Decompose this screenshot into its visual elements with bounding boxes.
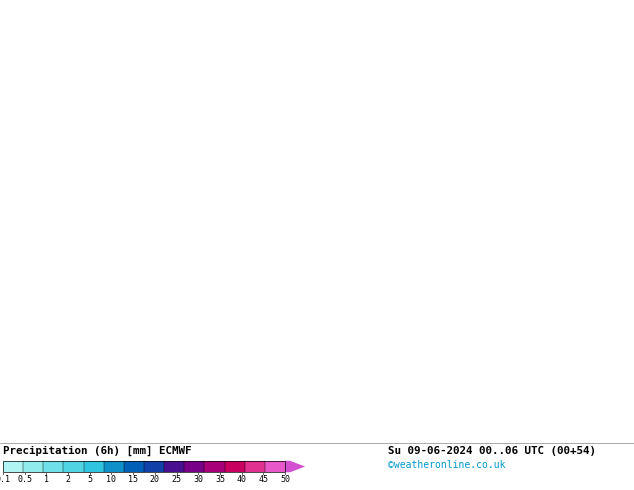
Bar bbox=[245, 461, 265, 472]
Text: 35: 35 bbox=[215, 474, 225, 484]
Text: 50: 50 bbox=[280, 474, 290, 484]
Text: Su 09-06-2024 00..06 UTC (00+54): Su 09-06-2024 00..06 UTC (00+54) bbox=[388, 446, 596, 456]
Text: 15: 15 bbox=[128, 474, 138, 484]
Bar bbox=[265, 461, 285, 472]
Text: 45: 45 bbox=[258, 474, 268, 484]
Bar bbox=[43, 461, 63, 472]
Text: 25: 25 bbox=[172, 474, 181, 484]
Bar bbox=[3, 461, 285, 472]
Text: 0.5: 0.5 bbox=[17, 474, 32, 484]
Bar bbox=[124, 461, 144, 472]
Text: 40: 40 bbox=[236, 474, 247, 484]
Bar bbox=[184, 461, 204, 472]
Bar bbox=[3, 461, 23, 472]
Text: 0.1: 0.1 bbox=[0, 474, 11, 484]
Text: 10: 10 bbox=[107, 474, 117, 484]
Bar bbox=[23, 461, 43, 472]
Bar bbox=[84, 461, 104, 472]
Text: ©weatheronline.co.uk: ©weatheronline.co.uk bbox=[388, 460, 505, 470]
Bar bbox=[144, 461, 164, 472]
Bar bbox=[204, 461, 224, 472]
Bar bbox=[104, 461, 124, 472]
Text: 2: 2 bbox=[65, 474, 70, 484]
Bar bbox=[164, 461, 184, 472]
Text: 1: 1 bbox=[44, 474, 49, 484]
Text: 30: 30 bbox=[193, 474, 204, 484]
Bar bbox=[224, 461, 245, 472]
Text: Precipitation (6h) [mm] ECMWF: Precipitation (6h) [mm] ECMWF bbox=[3, 446, 191, 456]
Bar bbox=[63, 461, 84, 472]
Text: 5: 5 bbox=[87, 474, 93, 484]
FancyArrow shape bbox=[285, 461, 305, 472]
Text: 20: 20 bbox=[150, 474, 160, 484]
